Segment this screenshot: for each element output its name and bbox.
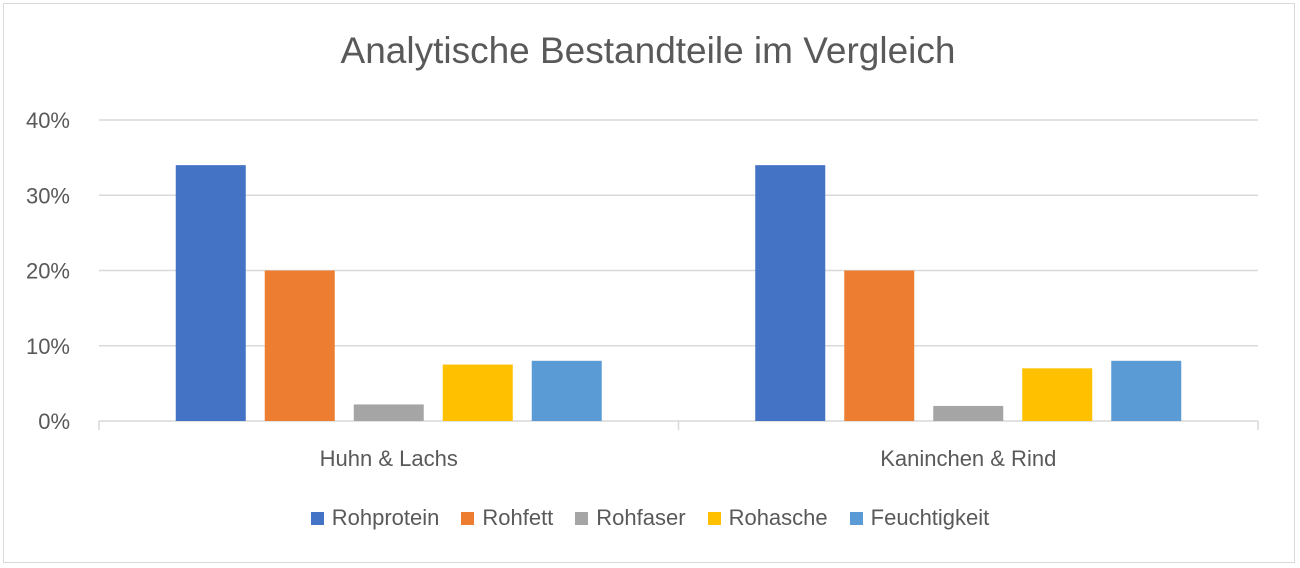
legend-item: Rohasche (707, 505, 828, 531)
chart-legend: Rohprotein Rohfett Rohfaser Rohasche Feuchti… (0, 505, 1300, 531)
bar-rohasche-1 (1022, 368, 1093, 421)
legend-swatch (707, 511, 721, 525)
bar-rohprotein-0 (175, 165, 246, 421)
y-tick-label: 0% (38, 409, 70, 434)
bar-rohprotein-1 (755, 165, 826, 421)
bar-rohfaser-0 (353, 404, 424, 421)
y-tick-label: 40% (26, 108, 70, 133)
legend-label: Rohfaser (596, 505, 686, 530)
legend-swatch (461, 511, 475, 525)
legend-swatch (575, 511, 589, 525)
y-tick-label: 10% (26, 334, 70, 359)
legend-label: Feuchtigkeit (870, 505, 990, 530)
chart-title: Analytische Bestandteile im Vergleich (340, 30, 956, 71)
x-category-label: Kaninchen & Rind (880, 446, 1056, 471)
legend-label: Rohasche (728, 505, 828, 530)
y-tick-label: 20% (26, 259, 70, 284)
legend-label: Rohprotein (331, 505, 440, 530)
x-category-label: Huhn & Lachs (320, 446, 458, 471)
legend-label: Rohfett (482, 505, 554, 530)
bar-rohfaser-1 (933, 405, 1004, 421)
legend-item: Rohfaser (575, 505, 686, 531)
bar-rohasche-0 (442, 364, 513, 421)
legend-item: Rohprotein (310, 505, 440, 531)
bar-feuchtigkeit-1 (1111, 360, 1182, 421)
bar-rohfett-1 (844, 270, 915, 421)
y-tick-label: 30% (26, 183, 70, 208)
legend-swatch (849, 511, 863, 525)
legend-item: Rohfett (461, 505, 553, 531)
bar-feuchtigkeit-0 (531, 360, 602, 421)
legend-swatch (310, 511, 324, 525)
legend-item: Feuchtigkeit (849, 505, 990, 531)
bar-rohfett-0 (264, 270, 335, 421)
